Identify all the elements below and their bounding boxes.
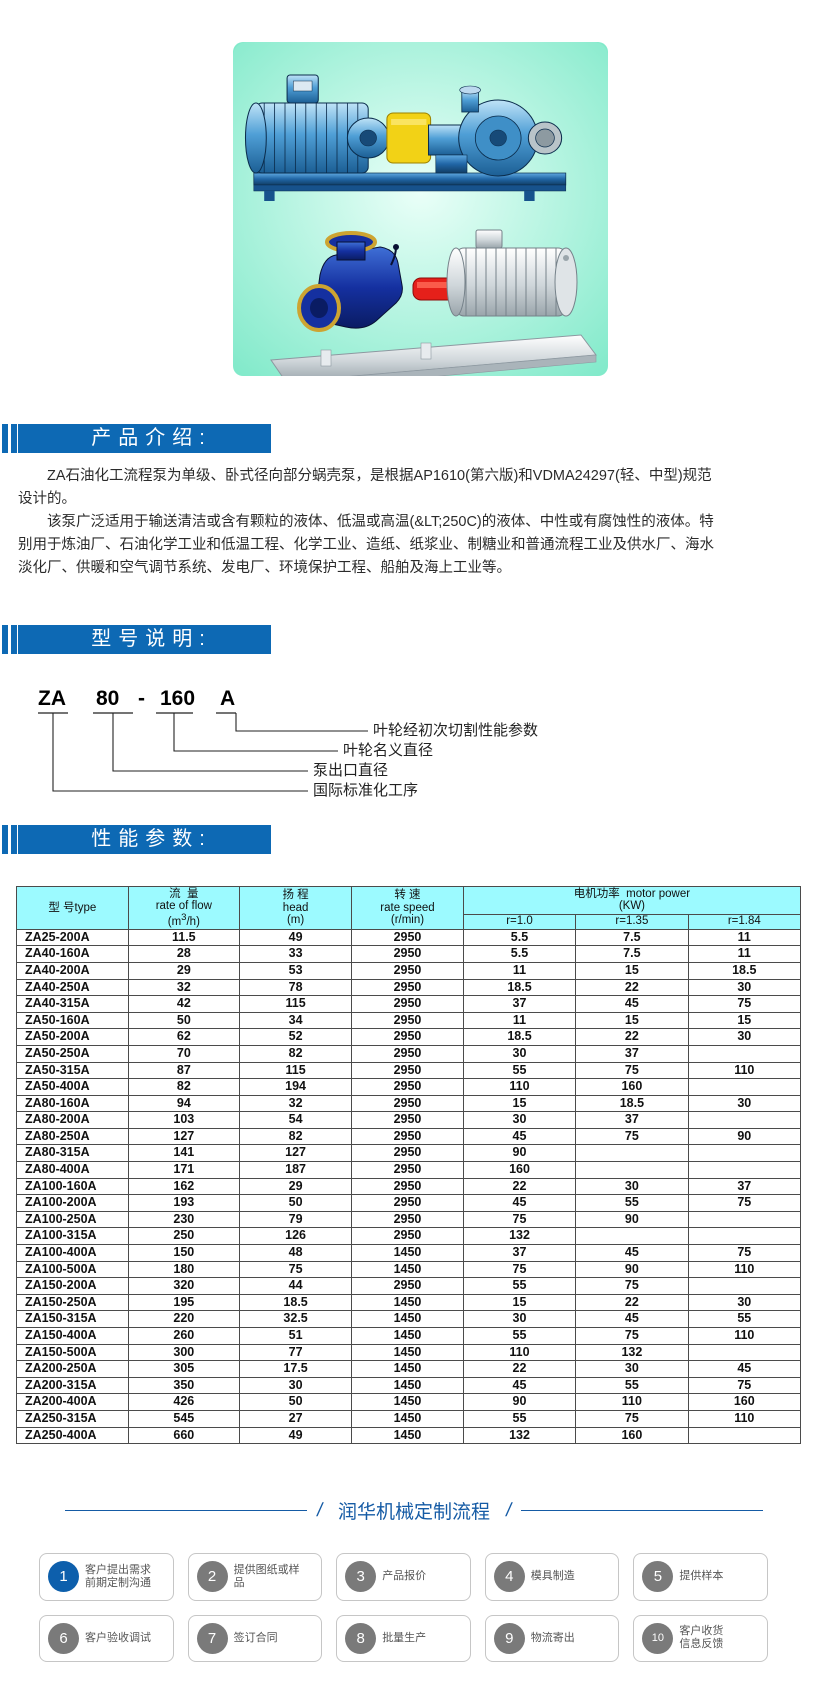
- svg-text:ZA: ZA: [38, 687, 66, 710]
- svg-text:-: -: [138, 687, 145, 710]
- svg-text:A: A: [220, 687, 235, 710]
- svg-text:160: 160: [160, 687, 195, 710]
- svg-text:80: 80: [96, 687, 119, 710]
- svg-text:泵出口直径: 泵出口直径: [313, 762, 388, 779]
- svg-text:国际标准化工序: 国际标准化工序: [313, 782, 418, 799]
- svg-text:叶轮经初次切割性能参数: 叶轮经初次切割性能参数: [373, 722, 538, 739]
- svg-text:叶轮名义直径: 叶轮名义直径: [343, 742, 433, 759]
